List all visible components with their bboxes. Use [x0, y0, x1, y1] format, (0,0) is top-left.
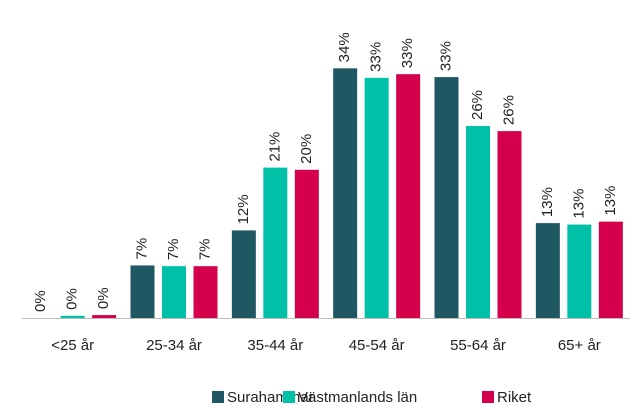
data-label: 26%: [469, 90, 486, 120]
data-label: 0%: [32, 290, 49, 312]
x-tick-label: 65+ år: [558, 337, 601, 354]
bar: [434, 77, 459, 318]
x-tick-label: 25-34 år: [146, 337, 202, 354]
legend-swatch: [283, 391, 295, 403]
data-label: 34%: [336, 32, 353, 62]
legend-label: Västmanlands län: [298, 389, 417, 406]
bar: [193, 266, 218, 318]
x-tick-label: <25 år: [51, 337, 94, 354]
bar: [231, 230, 256, 318]
legend-swatch: [482, 391, 494, 403]
bar: [162, 266, 186, 318]
data-label: 7%: [196, 238, 213, 260]
data-label: 0%: [95, 287, 112, 309]
bar: [294, 169, 319, 318]
bar: [130, 265, 155, 318]
data-label: 26%: [500, 95, 517, 125]
data-label: 7%: [165, 238, 182, 260]
x-tick-label: 55-64 år: [450, 337, 506, 354]
data-label: 12%: [235, 194, 252, 224]
data-label: 21%: [266, 132, 283, 162]
legend-label: Riket: [497, 389, 532, 406]
bar: [396, 74, 421, 319]
data-label: 33%: [399, 38, 416, 68]
data-label: 13%: [539, 187, 556, 217]
legend-swatch: [212, 391, 224, 403]
data-label: 13%: [602, 186, 619, 216]
x-tick-label: 45-54 år: [349, 337, 405, 354]
data-label: 20%: [298, 134, 315, 164]
bar: [333, 68, 358, 318]
data-label: 13%: [570, 189, 587, 219]
bar: [92, 315, 117, 318]
data-label: 0%: [64, 288, 81, 310]
bar: [535, 223, 560, 318]
bar: [364, 77, 389, 318]
bar: [598, 221, 623, 318]
x-tick-label: 35-44 år: [247, 337, 303, 354]
bar: [466, 126, 490, 318]
bar: [60, 315, 85, 318]
bar: [567, 224, 592, 318]
data-label: 33%: [437, 41, 454, 71]
bar: [497, 131, 522, 318]
data-label: 7%: [133, 238, 150, 260]
bar: [263, 167, 288, 318]
data-label: 33%: [368, 42, 385, 72]
